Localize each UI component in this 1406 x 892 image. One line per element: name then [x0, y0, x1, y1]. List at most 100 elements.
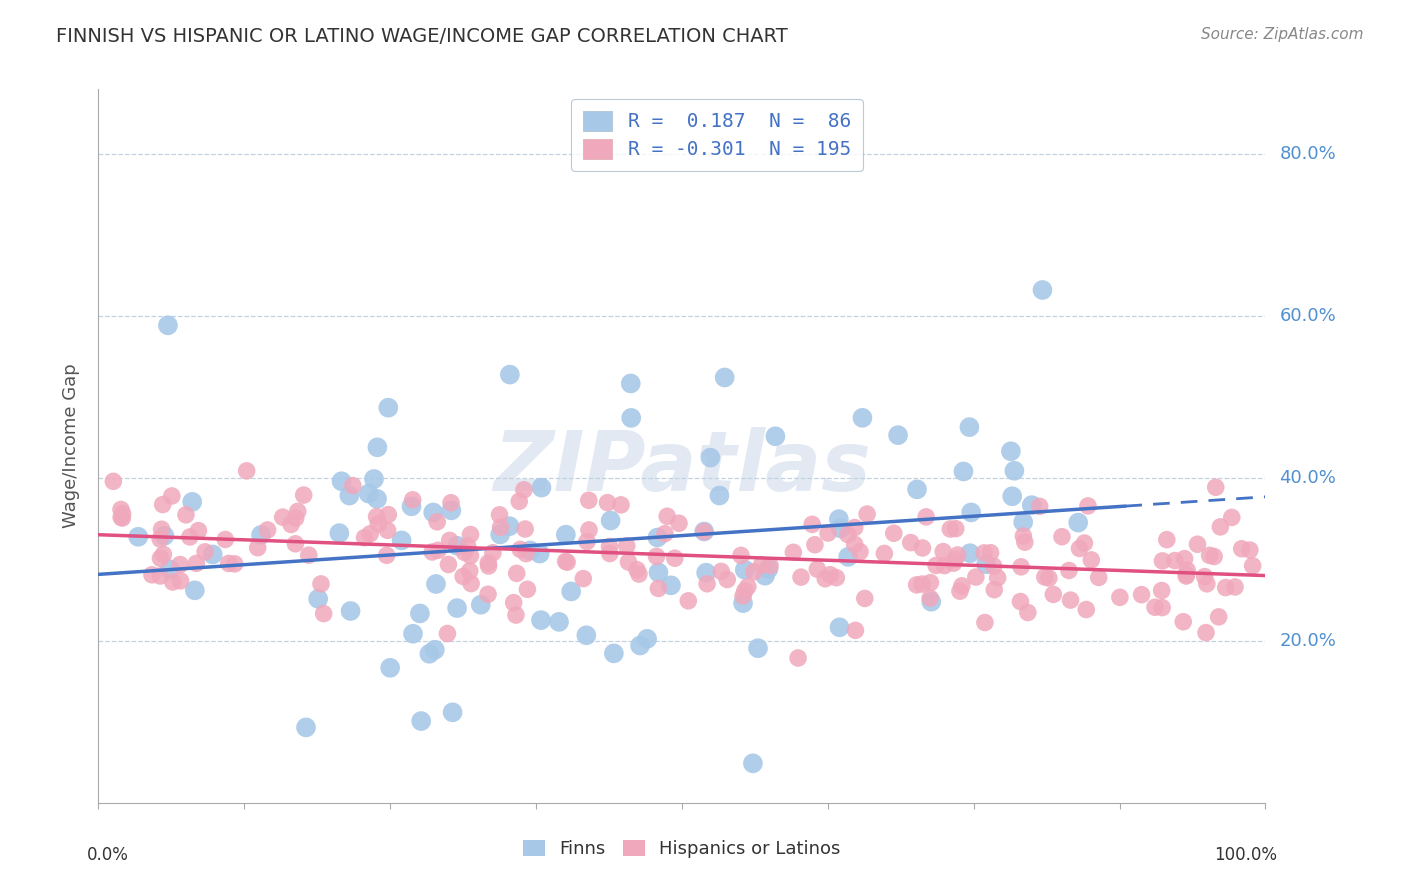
- Point: [246, 541, 269, 555]
- Point: [849, 545, 872, 559]
- Point: [391, 533, 413, 548]
- Point: [599, 547, 621, 561]
- Point: [357, 486, 380, 500]
- Point: [194, 545, 217, 559]
- Point: [980, 546, 1002, 560]
- Point: [519, 543, 541, 558]
- Point: [950, 579, 973, 593]
- Point: [477, 587, 499, 601]
- Point: [617, 555, 640, 569]
- Point: [224, 557, 246, 571]
- Point: [1175, 569, 1198, 583]
- Point: [837, 527, 859, 541]
- Point: [856, 507, 879, 521]
- Point: [887, 428, 910, 442]
- Point: [377, 508, 399, 522]
- Point: [647, 582, 669, 596]
- Point: [256, 523, 278, 537]
- Point: [460, 527, 482, 541]
- Point: [489, 520, 512, 534]
- Point: [453, 545, 475, 559]
- Point: [337, 489, 360, 503]
- Point: [359, 526, 381, 541]
- Point: [1150, 583, 1173, 598]
- Point: [965, 570, 987, 584]
- Point: [828, 512, 851, 526]
- Point: [422, 506, 444, 520]
- Point: [1057, 564, 1080, 578]
- Point: [758, 562, 780, 576]
- Point: [378, 661, 401, 675]
- Point: [837, 549, 859, 564]
- Point: [973, 546, 995, 560]
- Point: [214, 533, 236, 547]
- Point: [664, 551, 686, 566]
- Point: [710, 565, 733, 579]
- Point: [159, 562, 181, 576]
- Point: [515, 522, 537, 536]
- Point: [851, 410, 873, 425]
- Point: [508, 494, 530, 508]
- Point: [1205, 480, 1227, 494]
- Point: [457, 539, 479, 553]
- Point: [575, 628, 598, 642]
- Point: [654, 526, 676, 541]
- Point: [152, 498, 174, 512]
- Point: [599, 514, 621, 528]
- Point: [1215, 581, 1237, 595]
- Point: [1059, 593, 1081, 607]
- Point: [830, 521, 852, 535]
- Point: [1208, 610, 1230, 624]
- Point: [156, 318, 179, 333]
- Point: [1164, 553, 1187, 567]
- Point: [440, 496, 463, 510]
- Point: [1174, 551, 1197, 566]
- Point: [152, 548, 174, 562]
- Point: [1143, 600, 1166, 615]
- Point: [506, 566, 529, 581]
- Point: [509, 542, 531, 557]
- Point: [1069, 541, 1091, 556]
- Point: [488, 508, 510, 522]
- Point: [1000, 444, 1022, 458]
- Point: [1204, 549, 1226, 564]
- Point: [814, 572, 837, 586]
- Point: [647, 566, 669, 580]
- Point: [920, 591, 942, 606]
- Point: [292, 488, 315, 502]
- Point: [411, 714, 433, 728]
- Point: [596, 496, 619, 510]
- Point: [709, 489, 731, 503]
- Point: [409, 607, 432, 621]
- Point: [418, 647, 440, 661]
- Point: [174, 508, 197, 522]
- Point: [578, 523, 600, 537]
- Point: [436, 626, 458, 640]
- Point: [363, 472, 385, 486]
- Point: [141, 567, 163, 582]
- Point: [620, 376, 643, 391]
- Point: [1194, 569, 1216, 583]
- Point: [451, 569, 474, 583]
- Point: [460, 549, 482, 563]
- Point: [1076, 602, 1098, 616]
- Point: [1080, 553, 1102, 567]
- Point: [402, 626, 425, 640]
- Point: [307, 591, 329, 606]
- Point: [734, 583, 756, 598]
- Text: 80.0%: 80.0%: [1279, 145, 1336, 163]
- Point: [201, 548, 224, 562]
- Point: [284, 511, 307, 525]
- Point: [339, 604, 361, 618]
- Point: [844, 624, 866, 638]
- Point: [983, 559, 1005, 574]
- Point: [828, 620, 851, 634]
- Point: [575, 534, 598, 549]
- Point: [498, 519, 520, 533]
- Point: [298, 548, 321, 562]
- Point: [920, 595, 942, 609]
- Point: [446, 601, 468, 615]
- Point: [737, 580, 759, 594]
- Y-axis label: Wage/Income Gap: Wage/Income Gap: [62, 364, 80, 528]
- Point: [636, 632, 658, 646]
